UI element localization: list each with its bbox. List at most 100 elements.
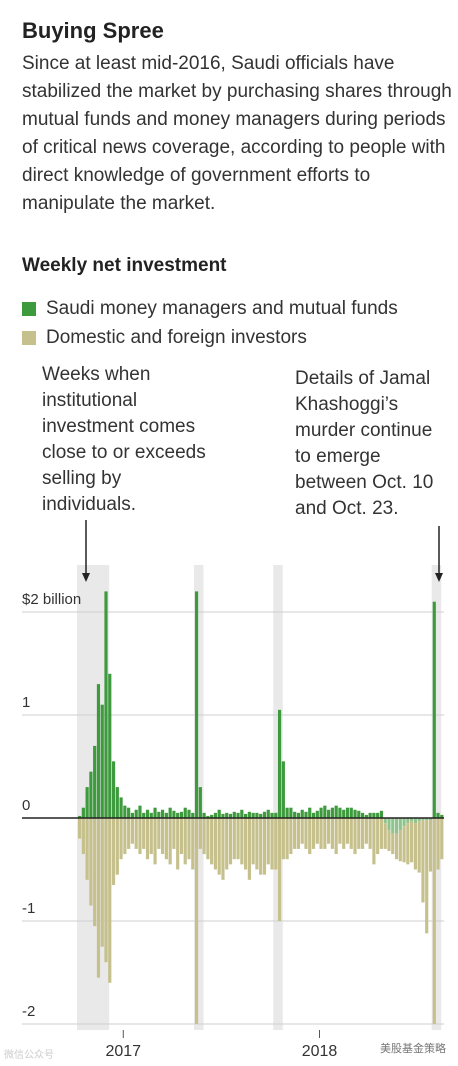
bar-individual (104, 818, 108, 963)
bar-institutional (410, 818, 414, 822)
bar-individual (345, 818, 350, 844)
bar-institutional (78, 815, 82, 818)
bar-individual (225, 818, 229, 870)
bar-individual (417, 821, 421, 873)
bar-institutional (311, 812, 316, 818)
bar-institutional (342, 809, 346, 818)
legend-swatch-institutional (22, 302, 36, 316)
bar-individual (232, 818, 236, 860)
bar-institutional (130, 812, 134, 818)
bar-individual (357, 818, 361, 849)
bar-individual (108, 818, 112, 983)
bar-institutional (402, 818, 406, 827)
bar-institutional (255, 812, 259, 818)
bar-institutional (281, 761, 285, 818)
bar-individual (153, 818, 157, 865)
watermark-left: 微信公众号 (4, 1050, 54, 1061)
annotation-left-line: investment comes (42, 416, 196, 437)
bar-individual (270, 818, 274, 870)
y-tick-label: 0 (22, 797, 30, 814)
bar-individual (436, 818, 440, 870)
bar-individual (327, 818, 331, 844)
bar-individual (164, 818, 168, 860)
bar-institutional (398, 818, 402, 831)
bar-individual (338, 818, 342, 844)
bar-individual (360, 818, 365, 849)
bar-institutional (240, 809, 244, 818)
bar-institutional (262, 811, 267, 818)
bar-individual (308, 818, 312, 855)
bar-institutional (191, 812, 195, 818)
bar-individual (311, 818, 316, 849)
bar-institutional (232, 811, 236, 818)
bar-individual (323, 818, 327, 849)
bar-individual (368, 818, 372, 849)
bar-institutional (349, 807, 353, 818)
bar-institutional (172, 810, 176, 818)
bar-institutional (228, 813, 233, 818)
bar-institutional (417, 818, 421, 822)
annotation-right-line: and Oct. 23. (295, 498, 399, 519)
annotation-left-line: individuals. (42, 494, 136, 515)
bar-individual (413, 823, 417, 870)
bar-individual (111, 818, 116, 885)
bar-individual (176, 818, 180, 870)
bar-individual (213, 818, 218, 870)
bar-individual (304, 818, 308, 849)
bar-individual (100, 818, 104, 947)
bar-individual (149, 818, 153, 855)
bar-individual (217, 818, 221, 875)
bar-institutional (123, 805, 127, 818)
bar-individual (157, 818, 161, 849)
bar-individual (228, 818, 233, 865)
bar-institutional (104, 591, 108, 818)
bar-institutional (179, 811, 184, 818)
bar-institutional (138, 805, 142, 818)
bar-institutional (289, 807, 293, 818)
bar-institutional (345, 807, 350, 818)
bar-individual (425, 820, 429, 934)
bar-institutional (413, 818, 417, 824)
gridlines (22, 611, 444, 1025)
bar-individual (81, 818, 85, 855)
bar-individual (179, 818, 184, 855)
bar-individual (421, 820, 425, 903)
bar-institutional (432, 601, 436, 818)
bar-institutional (217, 809, 221, 818)
bar-institutional (327, 809, 331, 818)
bar-institutional (323, 805, 327, 818)
bar-institutional (293, 811, 297, 818)
bar-individual (300, 818, 304, 844)
bar-institutional (225, 812, 229, 818)
bar-institutional (134, 809, 138, 818)
bar-institutional (421, 818, 425, 821)
bar-institutional (330, 807, 334, 818)
annotation-left-line: Weeks when (42, 364, 151, 385)
bar-institutional (187, 809, 191, 818)
legend-swatch-individual (22, 331, 36, 345)
bar-institutional (164, 812, 168, 818)
bar-institutional (300, 809, 304, 818)
bar-individual (281, 818, 285, 860)
legend-item-individual: Domestic and foreign investors (22, 327, 307, 349)
bar-individual (349, 818, 353, 849)
bar-individual (372, 818, 376, 865)
bar-individual (277, 818, 282, 921)
bar-individual (315, 818, 319, 844)
bar-institutional (108, 673, 112, 818)
bar-individual (364, 818, 368, 844)
bar-institutional (96, 684, 101, 818)
bar-institutional (266, 809, 270, 818)
legend-item-institutional: Saudi money managers and mutual funds (22, 298, 398, 320)
bar-institutional (425, 818, 429, 821)
bar-individual (376, 818, 380, 855)
annotation-right-line: Details of Jamal (295, 368, 431, 389)
bar-individual (236, 818, 240, 860)
annotation-left-line: close to or exceeds (42, 442, 206, 463)
y-tick-label: $2 billion (22, 591, 81, 608)
bar-individual (391, 833, 395, 855)
bar-institutional (334, 805, 338, 818)
bar-individual (398, 830, 402, 862)
bar-individual (123, 818, 127, 855)
bar-institutional (168, 807, 172, 818)
